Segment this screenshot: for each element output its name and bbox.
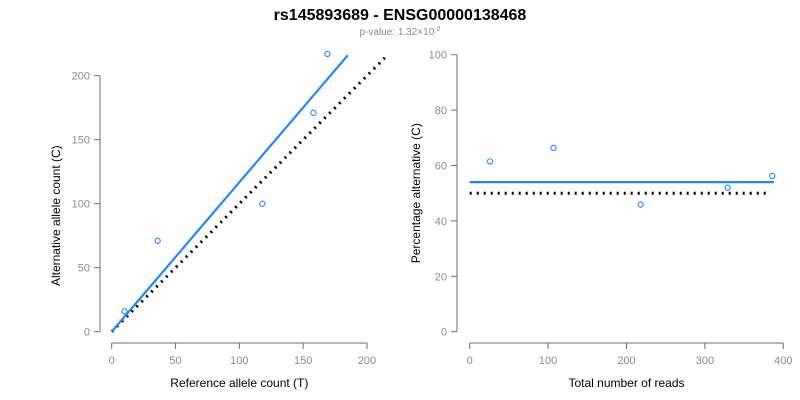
reference-line [110,56,386,333]
percentage-plot: 0 100 200 300 400 0 20 40 60 80 100 Total number of… [409,50,792,390]
x-tick-label: 400 [774,355,792,367]
fit-line [110,54,349,333]
chart-subtitle: p-value: 1.32×10-2 [359,26,440,38]
y-tick-label: 40 [435,216,447,228]
x-tick-label: 300 [696,355,714,367]
data-point [550,144,557,151]
y-tick-label: 0 [441,327,447,339]
data-point [769,172,776,180]
y-axis-title: Alternative allele count (C) [49,145,63,286]
data-point [259,200,266,207]
y-tick-label: 80 [435,105,447,117]
y-tick-label: 100 [72,199,90,211]
x-axis-title: Total number of reads [568,376,684,390]
y-tick-label: 150 [72,135,90,147]
x-tick-label: 100 [539,355,557,367]
data-point [486,158,494,165]
x-tick-label: 200 [358,355,376,367]
x-tick-label: 50 [169,355,181,367]
y-axis-title: Percentage alternative (C) [409,123,423,263]
p-value-exponent: -2 [434,26,440,33]
y-tick-label: 100 [429,50,447,62]
data-point [310,109,317,116]
x-axis-title: Reference allele count (T) [170,376,308,390]
data-point [324,50,331,58]
p-value-text: p-value: 1.32×10 [359,27,434,38]
y-tick-label: 0 [84,327,90,339]
x-tick-label: 100 [230,355,248,367]
data-point [724,184,731,191]
x-tick-label: 150 [294,355,312,367]
chart-title: rs145893689 - ENSG00000138468 [274,7,527,24]
data-point [637,201,644,208]
allele-count-plot: 0 50 100 150 200 0 50 100 150 200 Reference allele… [49,50,386,390]
y-tick-label: 60 [435,161,447,173]
x-tick-label: 0 [467,355,473,367]
x-tick-label: 200 [617,355,635,367]
y-tick-label: 200 [72,71,90,83]
x-tick-label: 0 [109,355,115,367]
data-point [154,237,161,244]
y-tick-label: 50 [78,263,90,275]
y-tick-label: 20 [435,271,447,283]
data-point [121,308,128,315]
